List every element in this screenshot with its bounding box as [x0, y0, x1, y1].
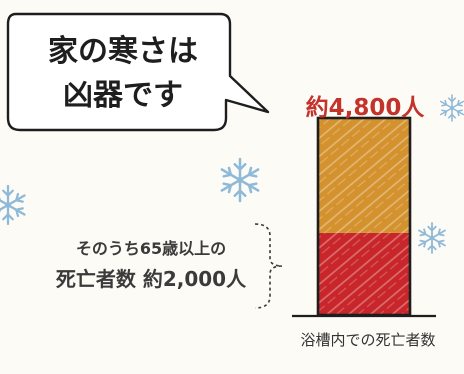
- speech-bubble-text: 家の寒さは 凶器です: [18, 30, 228, 118]
- snowflake-icon: [439, 94, 464, 122]
- annotation-line-1: そのうち65歳以上の: [75, 239, 227, 258]
- annotation-line-2: 死亡者数 約2,000人: [55, 267, 247, 291]
- bubble-line-1: 家の寒さは: [48, 34, 198, 69]
- annotation-bracket: [254, 223, 283, 309]
- x-axis-label: 浴槽内での死亡者数: [300, 331, 436, 349]
- annotation-note: そのうち65歳以上の 死亡者数 約2,000人: [36, 238, 266, 294]
- snowflake-icon: [418, 222, 446, 254]
- bar-total-label: 約4,800人: [305, 95, 425, 121]
- snowflake-icon: [0, 184, 26, 226]
- speech-bubble: [6, 12, 270, 132]
- snowflake-icon: [220, 157, 260, 203]
- bar-texture: [318, 118, 410, 233]
- bar-texture: [318, 232, 410, 315]
- bubble-line-2: 凶器です: [63, 78, 183, 113]
- stacked-bar: [316, 116, 412, 317]
